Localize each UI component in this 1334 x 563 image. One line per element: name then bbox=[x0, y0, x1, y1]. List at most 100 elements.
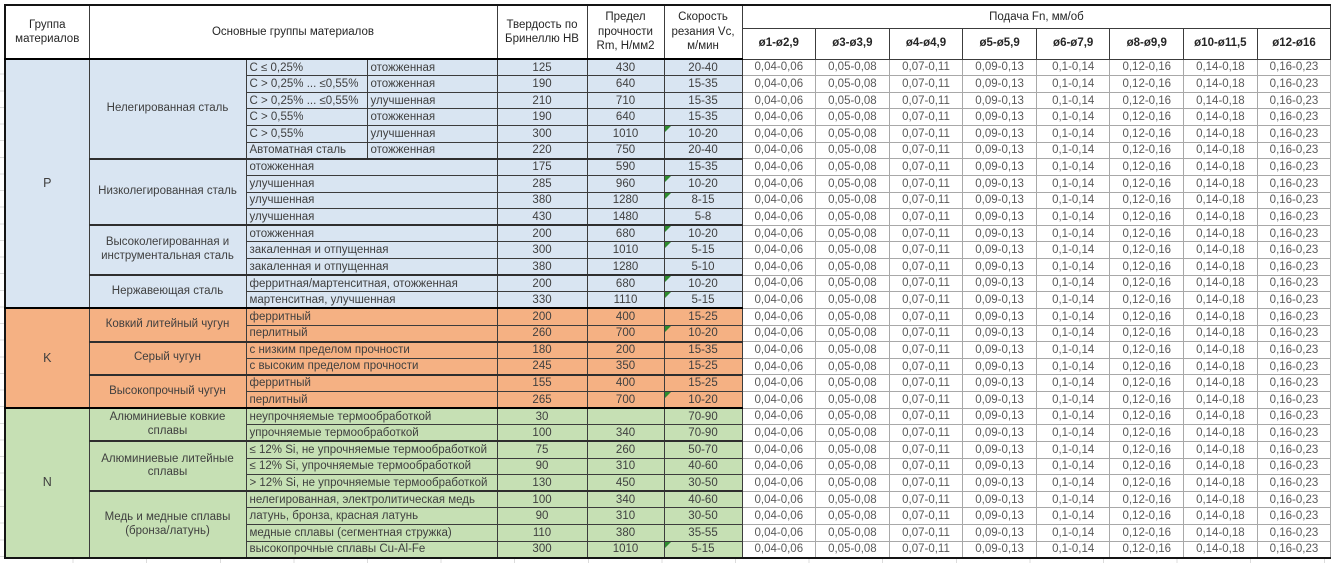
cell-hardness-hb: 260 bbox=[496, 324, 588, 343]
cutting-speed-value: 70-90 bbox=[688, 410, 718, 423]
cell-feed-value: 0,16-0,23 bbox=[1256, 258, 1332, 276]
cell-feed-value: 0,09-0,13 bbox=[962, 457, 1037, 476]
cell-feed-value: 0,09-0,13 bbox=[962, 158, 1037, 176]
cell-feed-value: 0,12-0,16 bbox=[1109, 224, 1185, 243]
table-row: латунь, бронза, красная латунь 90 310 30-50… bbox=[5, 507, 1332, 525]
cell-cutting-speed: 40-60 bbox=[663, 457, 743, 476]
error-flag-icon bbox=[665, 176, 671, 182]
cell-feed-value: 0,12-0,16 bbox=[1109, 524, 1185, 542]
cell-feed-value: 0,05-0,08 bbox=[815, 440, 890, 459]
cell-material-condition: C > 0,25% ... ≤0,55% bbox=[245, 91, 368, 110]
cell-cutting-speed: 5-10 bbox=[663, 258, 743, 276]
cell-hardness-hb: 380 bbox=[496, 258, 588, 276]
cell-feed-value: 0,1-0,14 bbox=[1035, 341, 1111, 359]
cell-feed-value: 0,1-0,14 bbox=[1035, 191, 1111, 210]
cell-cutting-speed: 10-20 bbox=[663, 125, 743, 143]
cell-material-condition: с низким пределом прочности bbox=[245, 340, 498, 359]
cell-feed-value: 0,1-0,14 bbox=[1035, 407, 1111, 426]
cell-feed-value: 0,1-0,14 bbox=[1035, 58, 1111, 77]
cell-hardness-hb: 75 bbox=[496, 440, 588, 459]
cell-feed-value: 0,04-0,06 bbox=[741, 208, 817, 226]
header-tensile-strength: Предел прочности Rm, Н/мм2 bbox=[586, 4, 665, 60]
cutting-speed-value: 8-15 bbox=[691, 194, 715, 207]
cell-strength-rm: 680 bbox=[586, 224, 665, 243]
cell-material-condition: высокопрочные сплавы Cu-Al-Fe bbox=[245, 540, 498, 559]
cell-feed-value: 0,16-0,23 bbox=[1256, 457, 1332, 476]
cell-feed-value: 0,16-0,23 bbox=[1256, 407, 1332, 426]
cell-feed-value: 0,1-0,14 bbox=[1035, 391, 1111, 409]
cell-material-condition: мартенситная, улучшенная bbox=[245, 291, 498, 309]
cell-feed-value: 0,1-0,14 bbox=[1035, 474, 1111, 492]
cell-feed-value: 0,05-0,08 bbox=[815, 241, 890, 259]
cell-feed-value: 0,05-0,08 bbox=[815, 457, 890, 476]
cell-feed-value: 0,14-0,18 bbox=[1183, 158, 1258, 176]
cell-material-condition: > 12% Si, не упрочняемые термообработкой bbox=[245, 474, 498, 492]
cell-hardness-hb: 30 bbox=[496, 407, 588, 426]
cell-feed-value: 0,05-0,08 bbox=[815, 224, 890, 243]
cell-feed-value: 0,09-0,13 bbox=[962, 291, 1037, 309]
table-row: C > 0,55% улучшенная 300 1010 10-20 0,04-0,06… bbox=[5, 125, 1332, 143]
cell-feed-value: 0,14-0,18 bbox=[1183, 241, 1258, 259]
cell-feed-value: 0,14-0,18 bbox=[1183, 174, 1258, 193]
cell-feed-value: 0,14-0,18 bbox=[1183, 524, 1258, 542]
cell-material-condition: упрочняемые термообработкой bbox=[245, 424, 498, 442]
cell-feed-value: 0,04-0,06 bbox=[741, 125, 817, 143]
cell-feed-value: 0,09-0,13 bbox=[962, 141, 1037, 160]
cell-feed-value: 0,16-0,23 bbox=[1256, 141, 1332, 160]
cell-hardness-hb: 330 bbox=[496, 291, 588, 309]
cell-feed-value: 0,1-0,14 bbox=[1035, 224, 1111, 243]
cutting-speed-value: 5-15 bbox=[691, 244, 715, 257]
error-flag-icon bbox=[665, 325, 671, 332]
left-margin-gridlines bbox=[0, 58, 4, 558]
cell-material-condition: Автоматная сталь bbox=[245, 141, 368, 160]
cell-hardness-hb: 200 bbox=[496, 224, 588, 243]
cell-feed-value: 0,16-0,23 bbox=[1256, 341, 1332, 359]
cell-material-condition: отожженная bbox=[245, 224, 498, 243]
cell-feed-value: 0,12-0,16 bbox=[1109, 291, 1185, 309]
cell-strength-rm: 700 bbox=[586, 324, 665, 343]
cell-hardness-hb: 430 bbox=[496, 208, 588, 226]
cell-strength-rm: 380 bbox=[586, 524, 665, 542]
cell-feed-value: 0,12-0,16 bbox=[1109, 158, 1185, 176]
cell-feed-value: 0,07-0,11 bbox=[888, 125, 964, 143]
cell-feed-value: 0,12-0,16 bbox=[1109, 374, 1185, 392]
header-diameter-8: ø12-ø16 bbox=[1256, 27, 1332, 60]
table-row: улучшенная 380 1280 8-15 0,04-0,06 0,05-0,08 0… bbox=[5, 191, 1332, 210]
cutting-speed-value: 50-70 bbox=[688, 443, 718, 456]
cell-feed-value: 0,04-0,06 bbox=[741, 91, 817, 110]
cell-feed-value: 0,07-0,11 bbox=[888, 224, 964, 243]
cell-cutting-speed: 5-15 bbox=[663, 291, 743, 309]
cell-cutting-speed: 15-25 bbox=[663, 373, 743, 392]
cell-feed-value: 0,05-0,08 bbox=[815, 274, 890, 293]
cell-feed-value: 0,12-0,16 bbox=[1109, 474, 1185, 492]
cell-feed-value: 0,09-0,13 bbox=[962, 341, 1037, 359]
cell-feed-value: 0,05-0,08 bbox=[815, 374, 890, 392]
table-row: Высоколегированная и инструментальная ст… bbox=[5, 224, 1332, 276]
cell-strength-rm: 700 bbox=[586, 391, 665, 409]
cutting-speed-value: 5-8 bbox=[694, 210, 712, 223]
cell-material-condition: ферритный bbox=[245, 307, 498, 326]
cell-feed-value: 0,1-0,14 bbox=[1035, 108, 1111, 126]
cell-feed-value: 0,1-0,14 bbox=[1035, 440, 1111, 459]
cell-feed-value: 0,16-0,23 bbox=[1256, 174, 1332, 193]
cell-feed-value: 0,12-0,16 bbox=[1109, 208, 1185, 226]
table-row: Серый чугун с низким пределом прочности 18… bbox=[5, 340, 1332, 376]
cell-feed-value: 0,1-0,14 bbox=[1035, 208, 1111, 226]
cell-feed-value: 0,07-0,11 bbox=[888, 75, 964, 93]
cell-feed-value: 0,07-0,11 bbox=[888, 108, 964, 126]
cell-hardness-hb: 210 bbox=[496, 91, 588, 110]
cell-feed-value: 0,16-0,23 bbox=[1256, 291, 1332, 309]
cell-cutting-speed: 5-8 bbox=[663, 208, 743, 226]
cell-strength-rm: 400 bbox=[586, 373, 665, 392]
error-flag-icon bbox=[665, 227, 671, 233]
table-row: с высоким пределом прочности 245 350 15-25 0… bbox=[5, 357, 1332, 376]
cell-material-condition: C > 0,55% bbox=[245, 125, 368, 143]
cell-feed-value: 0,14-0,18 bbox=[1183, 357, 1258, 376]
cell-feed-value: 0,16-0,23 bbox=[1256, 490, 1332, 509]
cell-feed-value: 0,12-0,16 bbox=[1109, 457, 1185, 476]
cell-cutting-speed: 10-20 bbox=[663, 391, 743, 409]
cutting-speed-value: 40-60 bbox=[688, 493, 718, 506]
cell-material-category: Нержавеющая сталь bbox=[88, 274, 247, 309]
cell-cutting-speed: 20-40 bbox=[663, 141, 743, 160]
cell-feed-value: 0,04-0,06 bbox=[741, 158, 817, 176]
